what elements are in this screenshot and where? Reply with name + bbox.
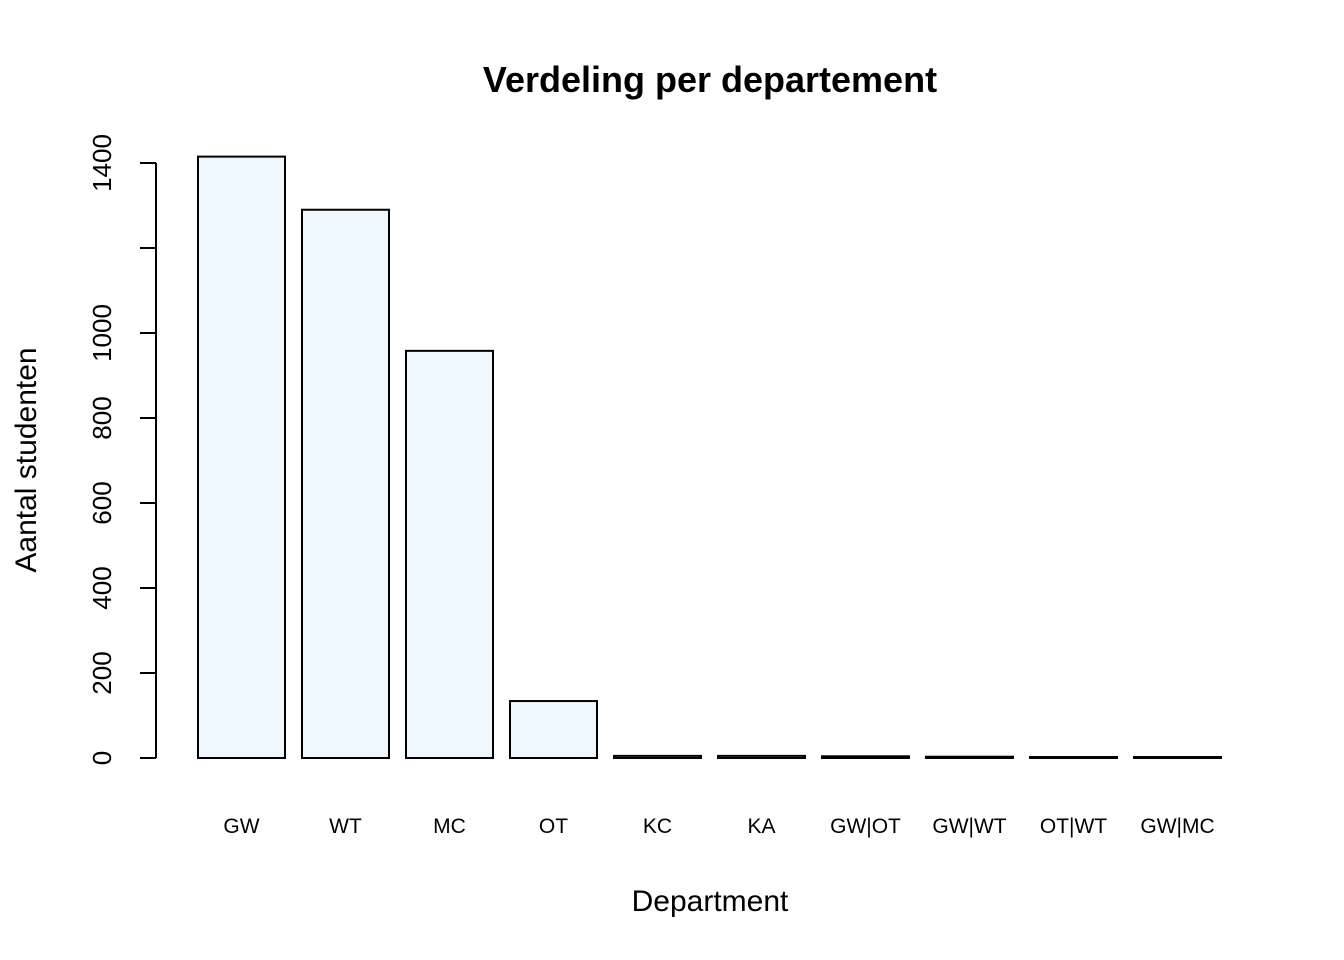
bar-gw xyxy=(197,155,286,759)
y-tick-label: 400 xyxy=(87,566,117,609)
x-category-label: OT xyxy=(539,815,568,838)
bar-gw-ot xyxy=(821,755,910,759)
bars xyxy=(197,155,1222,759)
y-tick-label: 1400 xyxy=(87,134,117,192)
bar-gw-mc xyxy=(1133,756,1222,759)
y-tick-label: 200 xyxy=(87,651,117,694)
y-tick-label: 1000 xyxy=(87,304,117,362)
x-category-label: OT|WT xyxy=(1040,815,1107,838)
y-axis-label: Aantal studenten xyxy=(10,347,43,572)
bar-ot xyxy=(509,700,598,759)
x-category-label: WT xyxy=(329,815,362,838)
bar-kc xyxy=(613,754,702,759)
y-tick-label: 600 xyxy=(87,481,117,524)
x-category-label: MC xyxy=(433,815,466,838)
x-axis-category-labels: GW WT MC OT KC KA GW|OT GW|WT OT|WT GW|MC xyxy=(223,815,1214,838)
y-axis-ticks: 0 200 400 600 800 1000 1400 xyxy=(87,134,156,765)
y-tick-label: 0 xyxy=(87,751,117,765)
bar-wt xyxy=(301,208,390,759)
x-category-label: GW xyxy=(223,815,259,838)
bar-mc xyxy=(405,349,494,759)
x-axis-label: Department xyxy=(632,885,789,918)
x-category-label: GW|OT xyxy=(830,815,901,838)
x-category-label: GW|MC xyxy=(1140,815,1214,838)
chart-title: Verdeling per departement xyxy=(483,59,937,100)
bar-gw-wt xyxy=(925,755,1014,759)
bar-ot-wt xyxy=(1029,756,1118,759)
x-category-label: GW|WT xyxy=(932,815,1006,838)
y-tick-label: 800 xyxy=(87,396,117,439)
bar-ka xyxy=(717,754,806,759)
x-category-label: KA xyxy=(747,815,775,838)
x-category-label: KC xyxy=(643,815,672,838)
